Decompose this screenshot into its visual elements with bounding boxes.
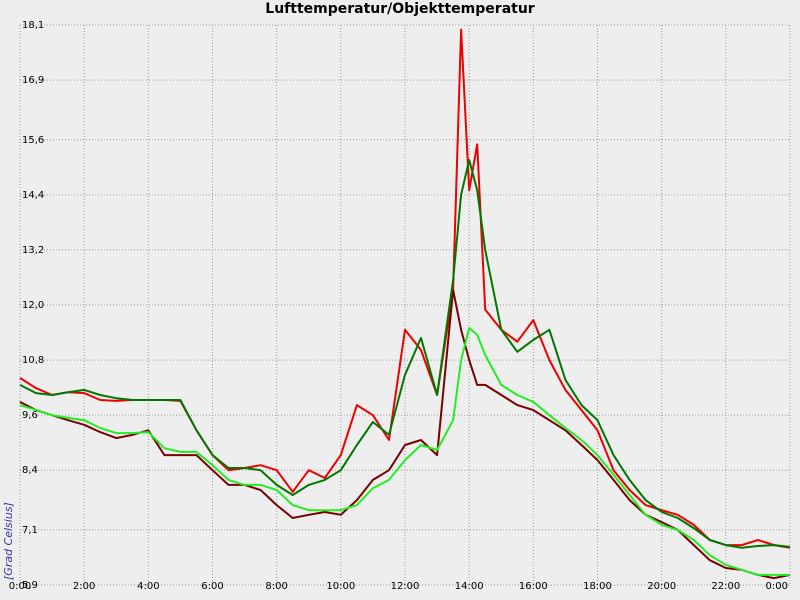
- x-tick-label: 12:00: [391, 581, 420, 592]
- y-tick-label: 9,6: [22, 410, 38, 421]
- y-tick-label: 18,1: [22, 20, 44, 31]
- y-tick-label: 8,4: [22, 465, 38, 476]
- x-tick-label: 10:00: [326, 581, 355, 592]
- x-tick-label: 0:00: [9, 581, 31, 592]
- y-tick-label: 14,4: [22, 190, 44, 201]
- x-tick-label: 20:00: [647, 581, 676, 592]
- x-tick-label: 14:00: [455, 581, 484, 592]
- x-tick-label: 6:00: [201, 581, 223, 592]
- y-tick-label: 7,1: [22, 525, 38, 536]
- y-tick-label: 5,9: [22, 580, 38, 591]
- y-tick-label: 16,9: [22, 75, 44, 86]
- x-tick-label: 4:00: [137, 581, 159, 592]
- y-tick-label: 10,8: [22, 355, 44, 366]
- y-tick-label: 15,6: [22, 135, 44, 146]
- line-series: [19, 159, 791, 549]
- x-tick-label: 0:00: [766, 581, 788, 592]
- chart-title: Lufttemperatur/Objekttemperatur: [265, 1, 535, 17]
- y-tick-label: 12,0: [22, 300, 44, 311]
- line-series: [19, 327, 790, 576]
- x-tick-label: 2:00: [73, 581, 95, 592]
- x-tick-label: 22:00: [711, 581, 740, 592]
- y-tick-label: 13,2: [22, 245, 44, 256]
- x-tick-label: 8:00: [265, 581, 287, 592]
- x-tick-label: 16:00: [519, 581, 548, 592]
- x-tick-label: 18:00: [583, 581, 612, 592]
- y-axis-label: [Grad Celsius]: [2, 502, 15, 580]
